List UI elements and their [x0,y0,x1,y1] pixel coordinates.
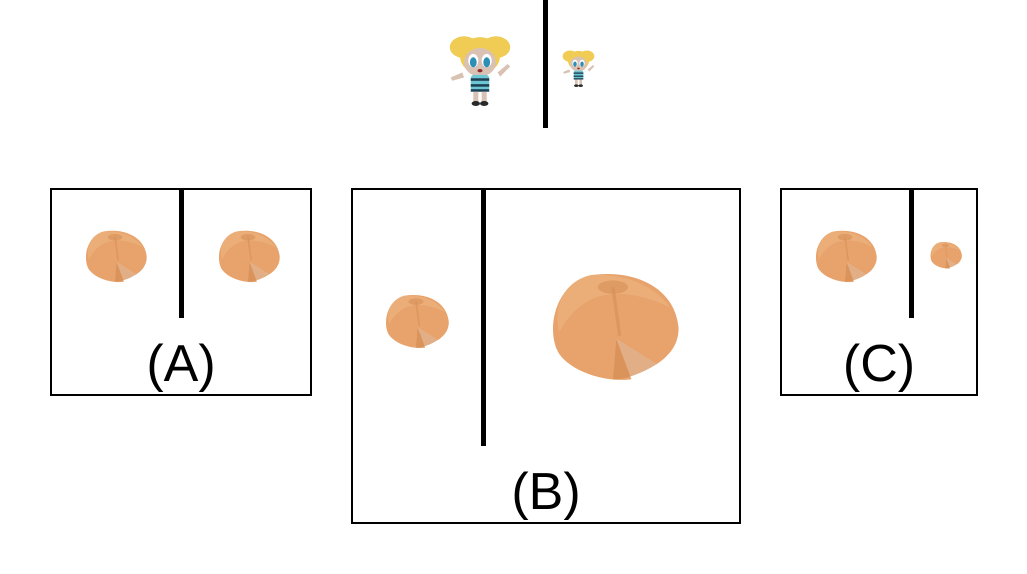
option-a-panel[interactable]: (A) [50,188,312,396]
reference-divider [543,0,548,128]
option-c-panel[interactable]: (C) [780,188,978,396]
option-b-label: (B) [353,466,739,518]
option-c-label: (C) [782,338,976,390]
fortune-cookie-right-image [529,262,697,386]
fortune-cookie-left-image [803,225,887,285]
fortune-cookie-right-image [206,225,290,285]
cartoon-girl-large-image [442,22,518,106]
cartoon-girl-small-image [558,43,599,87]
option-b-panel[interactable]: (B) [351,188,741,524]
fortune-cookie-right-image [924,239,967,270]
option-b-divider [481,190,486,446]
fortune-cookie-left-image [73,225,157,285]
option-c-divider [909,190,914,318]
option-a-label: (A) [52,338,310,390]
option-a-divider [179,190,184,318]
fortune-cookie-left-image [374,289,458,351]
